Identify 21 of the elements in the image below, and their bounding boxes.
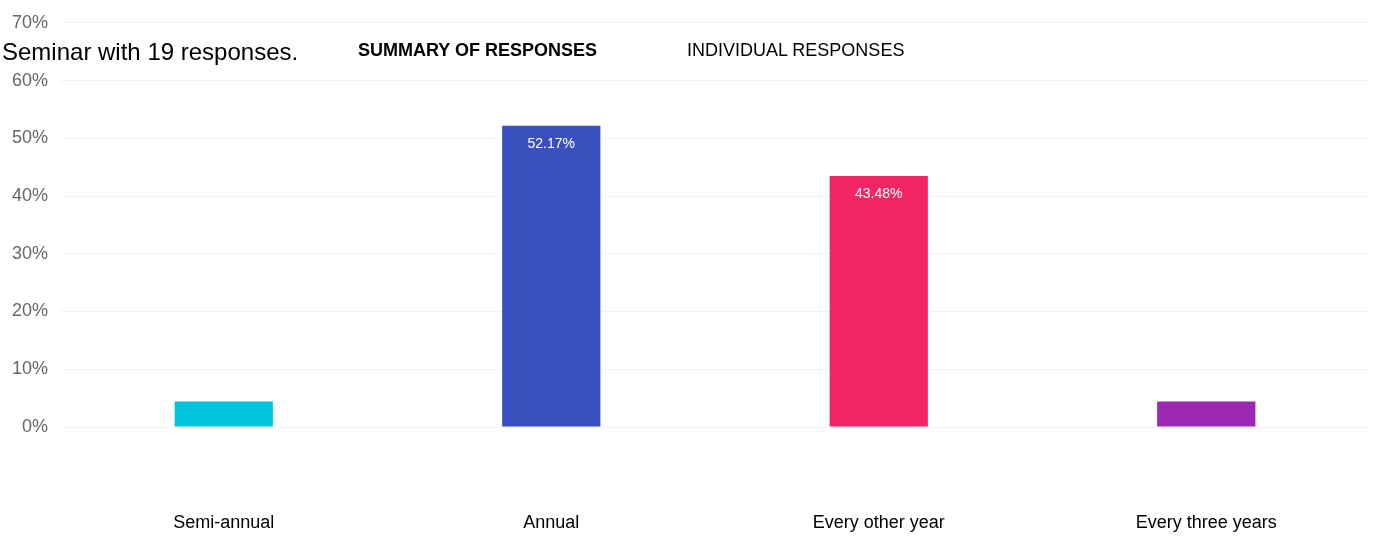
annotation: INDIVIDUAL RESPONSES xyxy=(687,40,905,61)
annotation: Seminar with 19 responses. xyxy=(2,38,299,66)
y-tick-label: 50% xyxy=(12,127,49,148)
y-tick-label: 60% xyxy=(12,69,49,90)
y-tick-label: 70% xyxy=(12,11,49,32)
bar xyxy=(829,175,928,427)
y-tick-label: 0% xyxy=(22,415,49,436)
x-tick-label: Semi-annual xyxy=(173,511,275,532)
y-tick-label: 20% xyxy=(12,300,49,321)
annotation: SUMMARY OF RESPONSES xyxy=(358,40,598,61)
bar xyxy=(502,125,601,427)
bar xyxy=(174,401,273,427)
x-tick-label: Every other year xyxy=(812,511,945,532)
x-tick-label: Annual xyxy=(523,511,580,532)
data-label: 52.17% xyxy=(527,134,576,151)
bar xyxy=(1157,401,1256,427)
x-tick-label: Every three years xyxy=(1135,511,1277,532)
data-label: 43.48% xyxy=(855,184,903,201)
y-tick-label: 30% xyxy=(12,242,49,263)
y-tick-label: 10% xyxy=(12,358,49,379)
y-tick-label: 40% xyxy=(12,185,49,205)
